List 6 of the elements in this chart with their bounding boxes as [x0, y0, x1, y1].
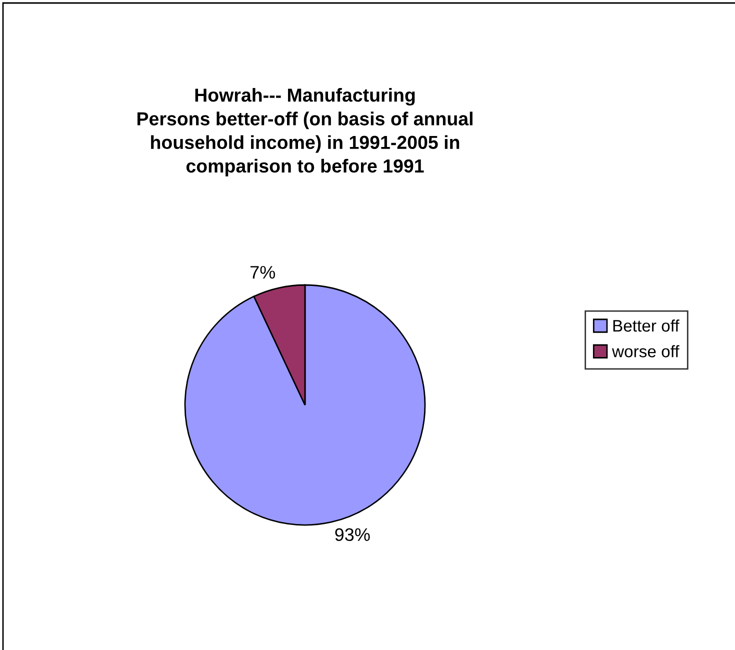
pie-slice — [184, 284, 426, 526]
chart-title: Howrah--- Manufacturing Persons better-off (on basis of annual household income) in 1991-2005 in comparison to before 1991 — [138, 88, 472, 176]
data-label: 7% — [250, 266, 276, 279]
legend-label: worse off — [612, 345, 680, 358]
data-label: 93% — [335, 528, 370, 542]
legend-label: Better off — [613, 319, 680, 332]
